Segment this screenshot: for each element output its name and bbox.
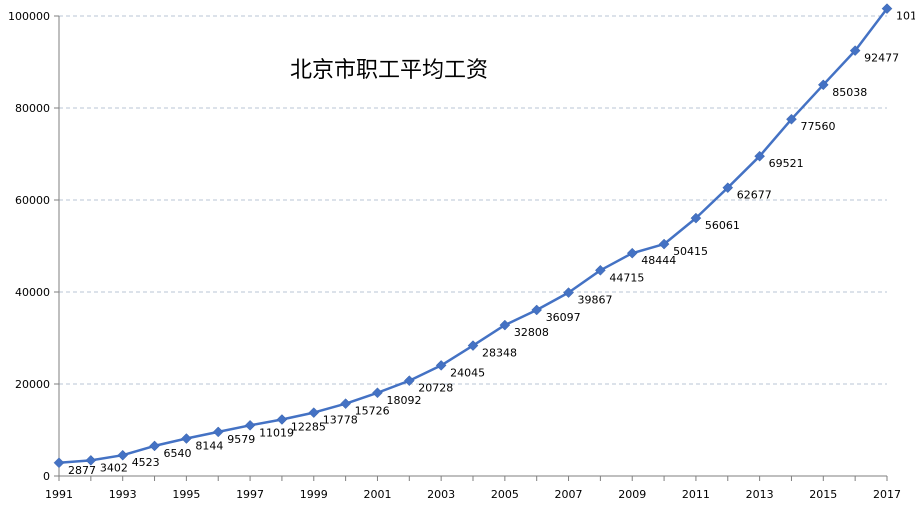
- data-label: 92477: [864, 52, 899, 65]
- data-label: 62677: [737, 189, 772, 202]
- data-label: 36097: [546, 311, 581, 324]
- y-tick-label: 80000: [15, 102, 50, 115]
- data-point-marker: [403, 375, 415, 387]
- x-tick-label: 1999: [300, 488, 328, 501]
- data-label: 6540: [164, 447, 192, 460]
- data-point-marker: [786, 113, 797, 125]
- data-point-marker: [531, 304, 543, 316]
- data-point-marker: [340, 398, 351, 410]
- data-point-marker: [467, 340, 479, 351]
- data-point-marker: [722, 182, 734, 194]
- x-tick-label: 2017: [873, 488, 901, 501]
- x-tick-label: 2011: [682, 488, 710, 501]
- y-tick-label: 0: [43, 470, 50, 483]
- y-tick-label: 100000: [8, 10, 50, 23]
- data-label: 69521: [769, 157, 804, 170]
- data-label: 24045: [450, 366, 485, 379]
- data-point-marker: [595, 264, 606, 276]
- data-label: 85038: [832, 86, 867, 99]
- data-point-marker: [881, 3, 893, 14]
- x-tick-label: 1991: [45, 488, 73, 501]
- x-tick-label: 2003: [427, 488, 455, 501]
- data-point-marker: [212, 426, 224, 438]
- data-point-marker: [149, 440, 160, 452]
- data-point-marker: [308, 407, 320, 418]
- data-point-marker: [435, 360, 447, 371]
- data-point-marker: [276, 414, 288, 425]
- data-label: 2877: [68, 464, 96, 477]
- data-label: 48444: [641, 254, 676, 267]
- data-point-marker: [754, 150, 765, 162]
- data-point-marker: [117, 449, 129, 461]
- y-tick-label: 60000: [15, 194, 50, 207]
- x-axis-ticks: 1991 1993 1995 1997 1999 2001 2003 2005 2007 2009…: [45, 476, 901, 501]
- chart-title: 北京市职工平均工资: [290, 58, 488, 83]
- data-label: 8144: [195, 440, 223, 453]
- x-tick-label: 1993: [109, 488, 137, 501]
- data-point-marker: [626, 247, 638, 259]
- x-tick-label: 1997: [236, 488, 264, 501]
- x-tick-label: 2001: [363, 488, 391, 501]
- data-label: 39867: [578, 294, 613, 307]
- gridlines: [59, 15, 887, 385]
- data-point-marker: [244, 419, 256, 431]
- data-label: 18092: [386, 394, 421, 407]
- data-label: 77560: [800, 120, 835, 133]
- data-label: 50415: [673, 245, 708, 258]
- data-point-marker: [690, 212, 702, 224]
- data-label: 101599: [896, 10, 915, 23]
- data-label: 3402: [100, 461, 128, 474]
- data-point-marker: [817, 79, 829, 91]
- data-point-marker: [181, 433, 192, 444]
- x-tick-label: 2007: [555, 488, 583, 501]
- data-label: 12285: [291, 420, 326, 433]
- data-point-marker: [85, 454, 97, 466]
- x-tick-label: 2013: [746, 488, 774, 501]
- data-point-marker: [849, 45, 861, 56]
- data-point-marker: [53, 457, 65, 469]
- y-tick-label: 40000: [15, 286, 50, 299]
- y-axis-ticks: 0 20000 40000 60000 80000 100000: [8, 10, 59, 483]
- x-tick-label: 2015: [809, 488, 837, 501]
- data-label: 11019: [259, 426, 294, 439]
- data-point-marker: [563, 287, 574, 298]
- data-label: 28348: [482, 347, 517, 360]
- data-point-marker: [658, 238, 670, 250]
- x-tick-label: 2005: [491, 488, 519, 501]
- data-labels: 2877 3402 45236540814495791101912285137781…: [68, 10, 915, 477]
- data-point-marker: [372, 387, 383, 399]
- data-label: 56061: [705, 219, 740, 232]
- series-markers: [53, 3, 893, 469]
- data-label: 32808: [514, 326, 549, 339]
- data-label: 15726: [355, 405, 390, 418]
- data-point-marker: [499, 319, 511, 331]
- x-tick-label: 2009: [618, 488, 646, 501]
- data-label: 20728: [418, 382, 453, 395]
- data-label: 9579: [227, 433, 255, 446]
- y-tick-label: 20000: [15, 378, 50, 391]
- x-tick-label: 1995: [172, 488, 200, 501]
- data-label: 44715: [609, 271, 644, 284]
- axes: [58, 16, 887, 477]
- data-label: 4523: [132, 456, 160, 469]
- data-label: 13778: [323, 414, 358, 427]
